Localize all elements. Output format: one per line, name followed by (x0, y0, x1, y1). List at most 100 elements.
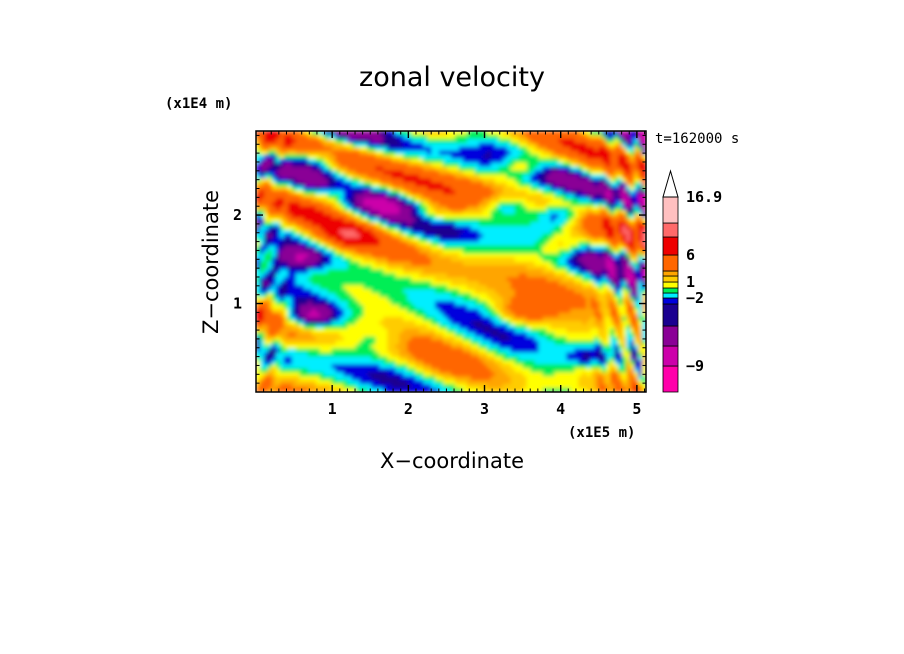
field-cell (502, 316, 508, 322)
field-cell (462, 146, 468, 152)
field-cell (598, 162, 603, 168)
field-cell (427, 324, 432, 330)
field-cell (602, 233, 607, 239)
field-cell (347, 138, 353, 144)
field-cell (546, 170, 552, 176)
field-cell (534, 186, 540, 191)
field-cell (291, 138, 297, 144)
field-cell (610, 162, 615, 168)
field-cell (502, 214, 508, 219)
field-cell (494, 229, 500, 235)
field-cell (283, 269, 289, 274)
field-cell (562, 308, 568, 314)
field-cell (558, 237, 564, 243)
field-cell (590, 253, 595, 259)
field-cell (558, 316, 564, 322)
field-cell (518, 206, 524, 211)
field-cell (630, 249, 635, 255)
field-cell (391, 229, 396, 235)
field-cell (375, 142, 380, 148)
field-cell (578, 198, 583, 203)
field-cell (614, 269, 619, 274)
field-cell (590, 182, 595, 187)
field-cell (634, 214, 639, 219)
field-cell (638, 138, 643, 144)
field-cell (554, 134, 560, 140)
field-cell (626, 245, 631, 251)
field-cell (411, 182, 416, 187)
field-cell (558, 229, 564, 235)
field-cell (339, 158, 345, 164)
field-cell (331, 221, 337, 227)
field-cell (602, 194, 607, 199)
field-cell (283, 194, 289, 199)
field-cell (526, 253, 532, 259)
field-cell (626, 316, 631, 322)
field-cell (443, 162, 448, 168)
field-cell (267, 328, 273, 334)
field-cell (343, 206, 349, 211)
field-cell (486, 170, 492, 176)
field-cell (534, 261, 540, 267)
field-cell (327, 186, 333, 191)
field-cell (514, 245, 520, 251)
field-cell (295, 257, 301, 263)
field-cell (395, 134, 400, 140)
field-cell (586, 273, 591, 278)
field-cell (510, 312, 516, 318)
field-cell (490, 154, 496, 160)
field-cell (331, 328, 337, 334)
field-cell (610, 249, 615, 255)
field-cell (562, 289, 568, 294)
field-cell (391, 265, 396, 270)
field-cell (454, 261, 460, 267)
field-cell (399, 166, 404, 172)
field-cell (327, 170, 333, 176)
field-cell (546, 301, 552, 306)
field-cell (311, 210, 317, 215)
field-cell (534, 253, 540, 259)
field-cell (462, 198, 468, 203)
field-cell (486, 328, 492, 334)
field-cell (586, 174, 591, 180)
field-cell (610, 170, 615, 176)
field-cell (283, 277, 289, 282)
field-cell (522, 214, 528, 219)
time-label: t=162000 s (655, 131, 739, 147)
field-cell (275, 225, 281, 231)
field-cell (502, 281, 508, 286)
field-cell (466, 237, 472, 243)
field-cell (271, 214, 277, 219)
field-cell (562, 214, 568, 219)
field-cell (574, 142, 579, 148)
field-cell (562, 257, 568, 263)
field-cell (614, 305, 619, 310)
field-cell (327, 257, 333, 263)
field-cell (331, 269, 337, 274)
field-cell (299, 186, 305, 191)
field-cell (550, 277, 556, 282)
field-cell (470, 131, 476, 136)
field-cell (259, 312, 265, 318)
field-cell (367, 305, 373, 310)
field-cell (606, 281, 611, 286)
field-cell (351, 320, 357, 326)
field-cell (303, 320, 309, 326)
field-cell (494, 233, 500, 239)
field-cell (462, 261, 468, 267)
field-cell (474, 182, 480, 187)
field-cell (566, 305, 571, 310)
field-cell (339, 202, 345, 207)
field-cell (494, 269, 500, 274)
field-cell (506, 265, 512, 270)
field-cell (431, 273, 436, 278)
field-cell (311, 305, 317, 310)
field-cell (307, 186, 313, 191)
field-cell (494, 225, 500, 231)
field-cell (367, 277, 373, 282)
field-cell (546, 198, 552, 203)
field-cell (319, 328, 325, 334)
field-cell (331, 233, 337, 239)
field-cell (387, 138, 392, 144)
field-cell (327, 293, 333, 298)
